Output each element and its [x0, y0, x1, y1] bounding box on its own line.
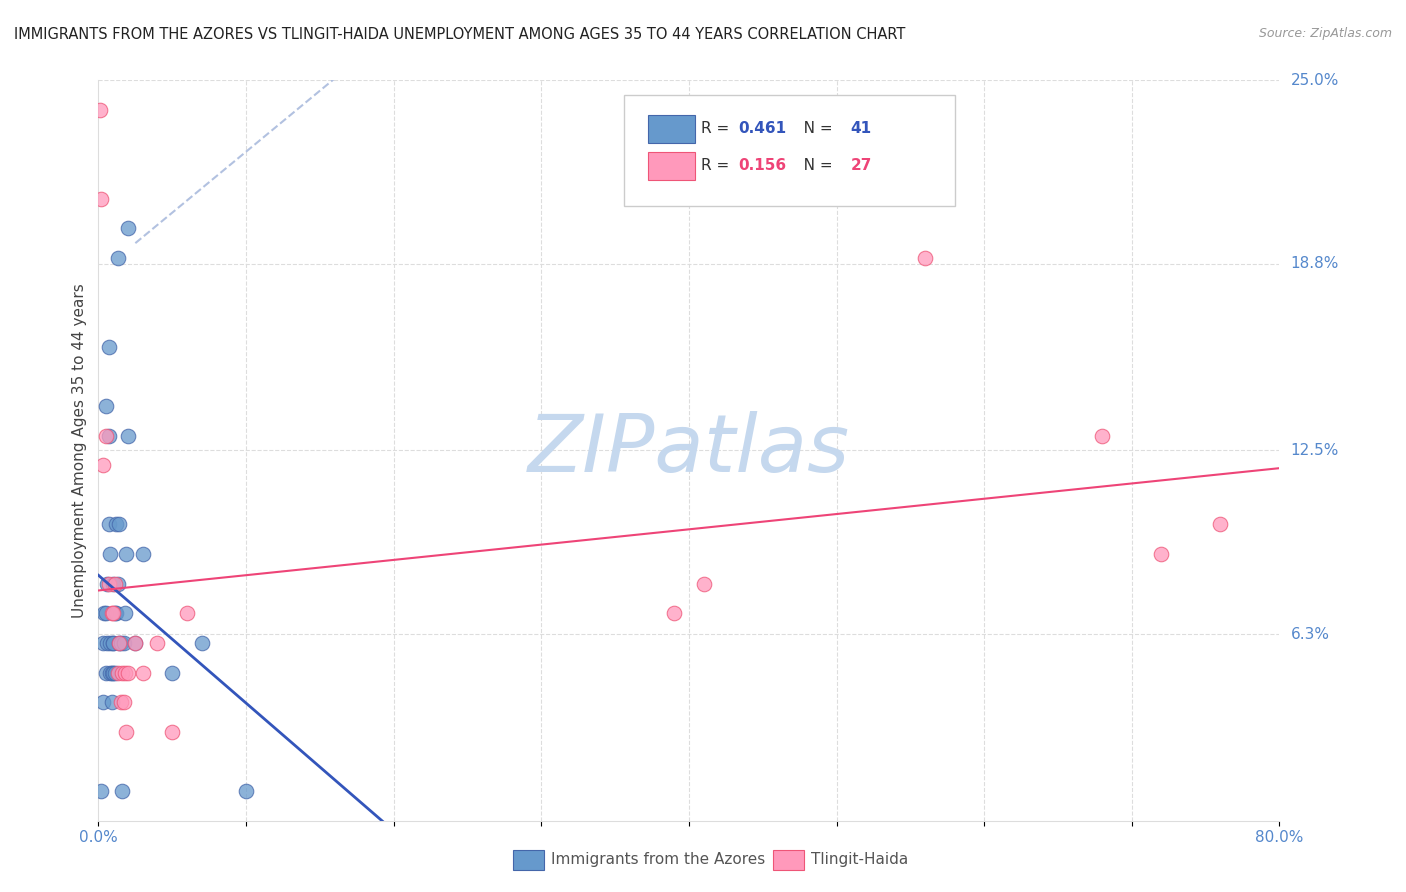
- Point: [96, 576, 118, 591]
- Point: [108, 636, 131, 650]
- Text: 41: 41: [851, 121, 872, 136]
- Text: IMMIGRANTS FROM THE AZORES VS TLINGIT-HAIDA UNEMPLOYMENT AMONG AGES 35 TO 44 YEA: IMMIGRANTS FROM THE AZORES VS TLINGIT-HA…: [14, 27, 905, 42]
- Point: [91, 695, 114, 709]
- Point: [117, 428, 139, 442]
- Point: [94, 665, 117, 680]
- FancyBboxPatch shape: [648, 153, 695, 180]
- Point: [103, 576, 125, 591]
- Point: [100, 607, 122, 621]
- Point: [107, 576, 129, 591]
- Point: [105, 517, 128, 532]
- Point: [103, 665, 125, 680]
- Point: [103, 636, 125, 650]
- Point: [132, 547, 155, 561]
- Y-axis label: Unemployment Among Ages 35 to 44 years: Unemployment Among Ages 35 to 44 years: [72, 283, 87, 618]
- Point: [235, 784, 257, 798]
- Text: ZIP​atlas: ZIP​atlas: [527, 411, 851, 490]
- Point: [103, 636, 125, 650]
- Point: [90, 192, 112, 206]
- Point: [176, 607, 198, 621]
- Point: [93, 607, 115, 621]
- Point: [97, 517, 120, 532]
- Point: [111, 665, 134, 680]
- Point: [98, 665, 121, 680]
- Point: [97, 428, 120, 442]
- Point: [94, 428, 117, 442]
- FancyBboxPatch shape: [624, 95, 955, 206]
- Text: Immigrants from the Azores: Immigrants from the Azores: [551, 853, 765, 867]
- Point: [112, 695, 135, 709]
- Point: [117, 665, 139, 680]
- Point: [107, 251, 129, 265]
- Point: [89, 103, 111, 117]
- Point: [111, 784, 134, 798]
- Text: 0.156: 0.156: [738, 158, 787, 173]
- Point: [1091, 428, 1114, 442]
- Point: [103, 607, 125, 621]
- Point: [98, 636, 121, 650]
- Point: [96, 636, 118, 650]
- Point: [115, 547, 138, 561]
- Point: [94, 399, 117, 413]
- Point: [114, 607, 136, 621]
- Point: [124, 636, 146, 650]
- Text: R =: R =: [700, 158, 734, 173]
- Text: 6.3%: 6.3%: [1291, 626, 1330, 641]
- Point: [91, 636, 114, 650]
- Point: [90, 784, 112, 798]
- Point: [94, 607, 117, 621]
- Point: [107, 665, 129, 680]
- Point: [100, 695, 122, 709]
- Point: [100, 665, 122, 680]
- Point: [112, 636, 135, 650]
- Point: [693, 576, 716, 591]
- Point: [108, 636, 131, 650]
- Point: [104, 665, 127, 680]
- Point: [124, 636, 146, 650]
- Text: N =: N =: [789, 121, 838, 136]
- Text: 0.461: 0.461: [738, 121, 787, 136]
- Point: [664, 607, 686, 621]
- Point: [914, 251, 936, 265]
- Point: [114, 665, 136, 680]
- Text: 12.5%: 12.5%: [1291, 443, 1339, 458]
- Text: N =: N =: [789, 158, 838, 173]
- Point: [97, 576, 120, 591]
- Point: [132, 665, 155, 680]
- Point: [104, 576, 127, 591]
- Point: [117, 221, 139, 235]
- Point: [1150, 547, 1173, 561]
- Point: [105, 607, 128, 621]
- Text: Source: ZipAtlas.com: Source: ZipAtlas.com: [1258, 27, 1392, 40]
- Point: [162, 665, 183, 680]
- Point: [97, 340, 120, 354]
- FancyBboxPatch shape: [648, 115, 695, 144]
- Point: [162, 724, 183, 739]
- Point: [146, 636, 169, 650]
- Point: [98, 547, 121, 561]
- Point: [1209, 517, 1232, 532]
- Point: [110, 636, 132, 650]
- Text: 25.0%: 25.0%: [1291, 73, 1339, 87]
- Text: 27: 27: [851, 158, 872, 173]
- Point: [104, 607, 127, 621]
- Text: Tlingit-Haida: Tlingit-Haida: [811, 853, 908, 867]
- Text: R =: R =: [700, 121, 734, 136]
- Point: [91, 458, 114, 473]
- Point: [191, 636, 214, 650]
- Text: 18.8%: 18.8%: [1291, 256, 1339, 271]
- Point: [110, 695, 132, 709]
- Point: [115, 724, 138, 739]
- Point: [108, 517, 131, 532]
